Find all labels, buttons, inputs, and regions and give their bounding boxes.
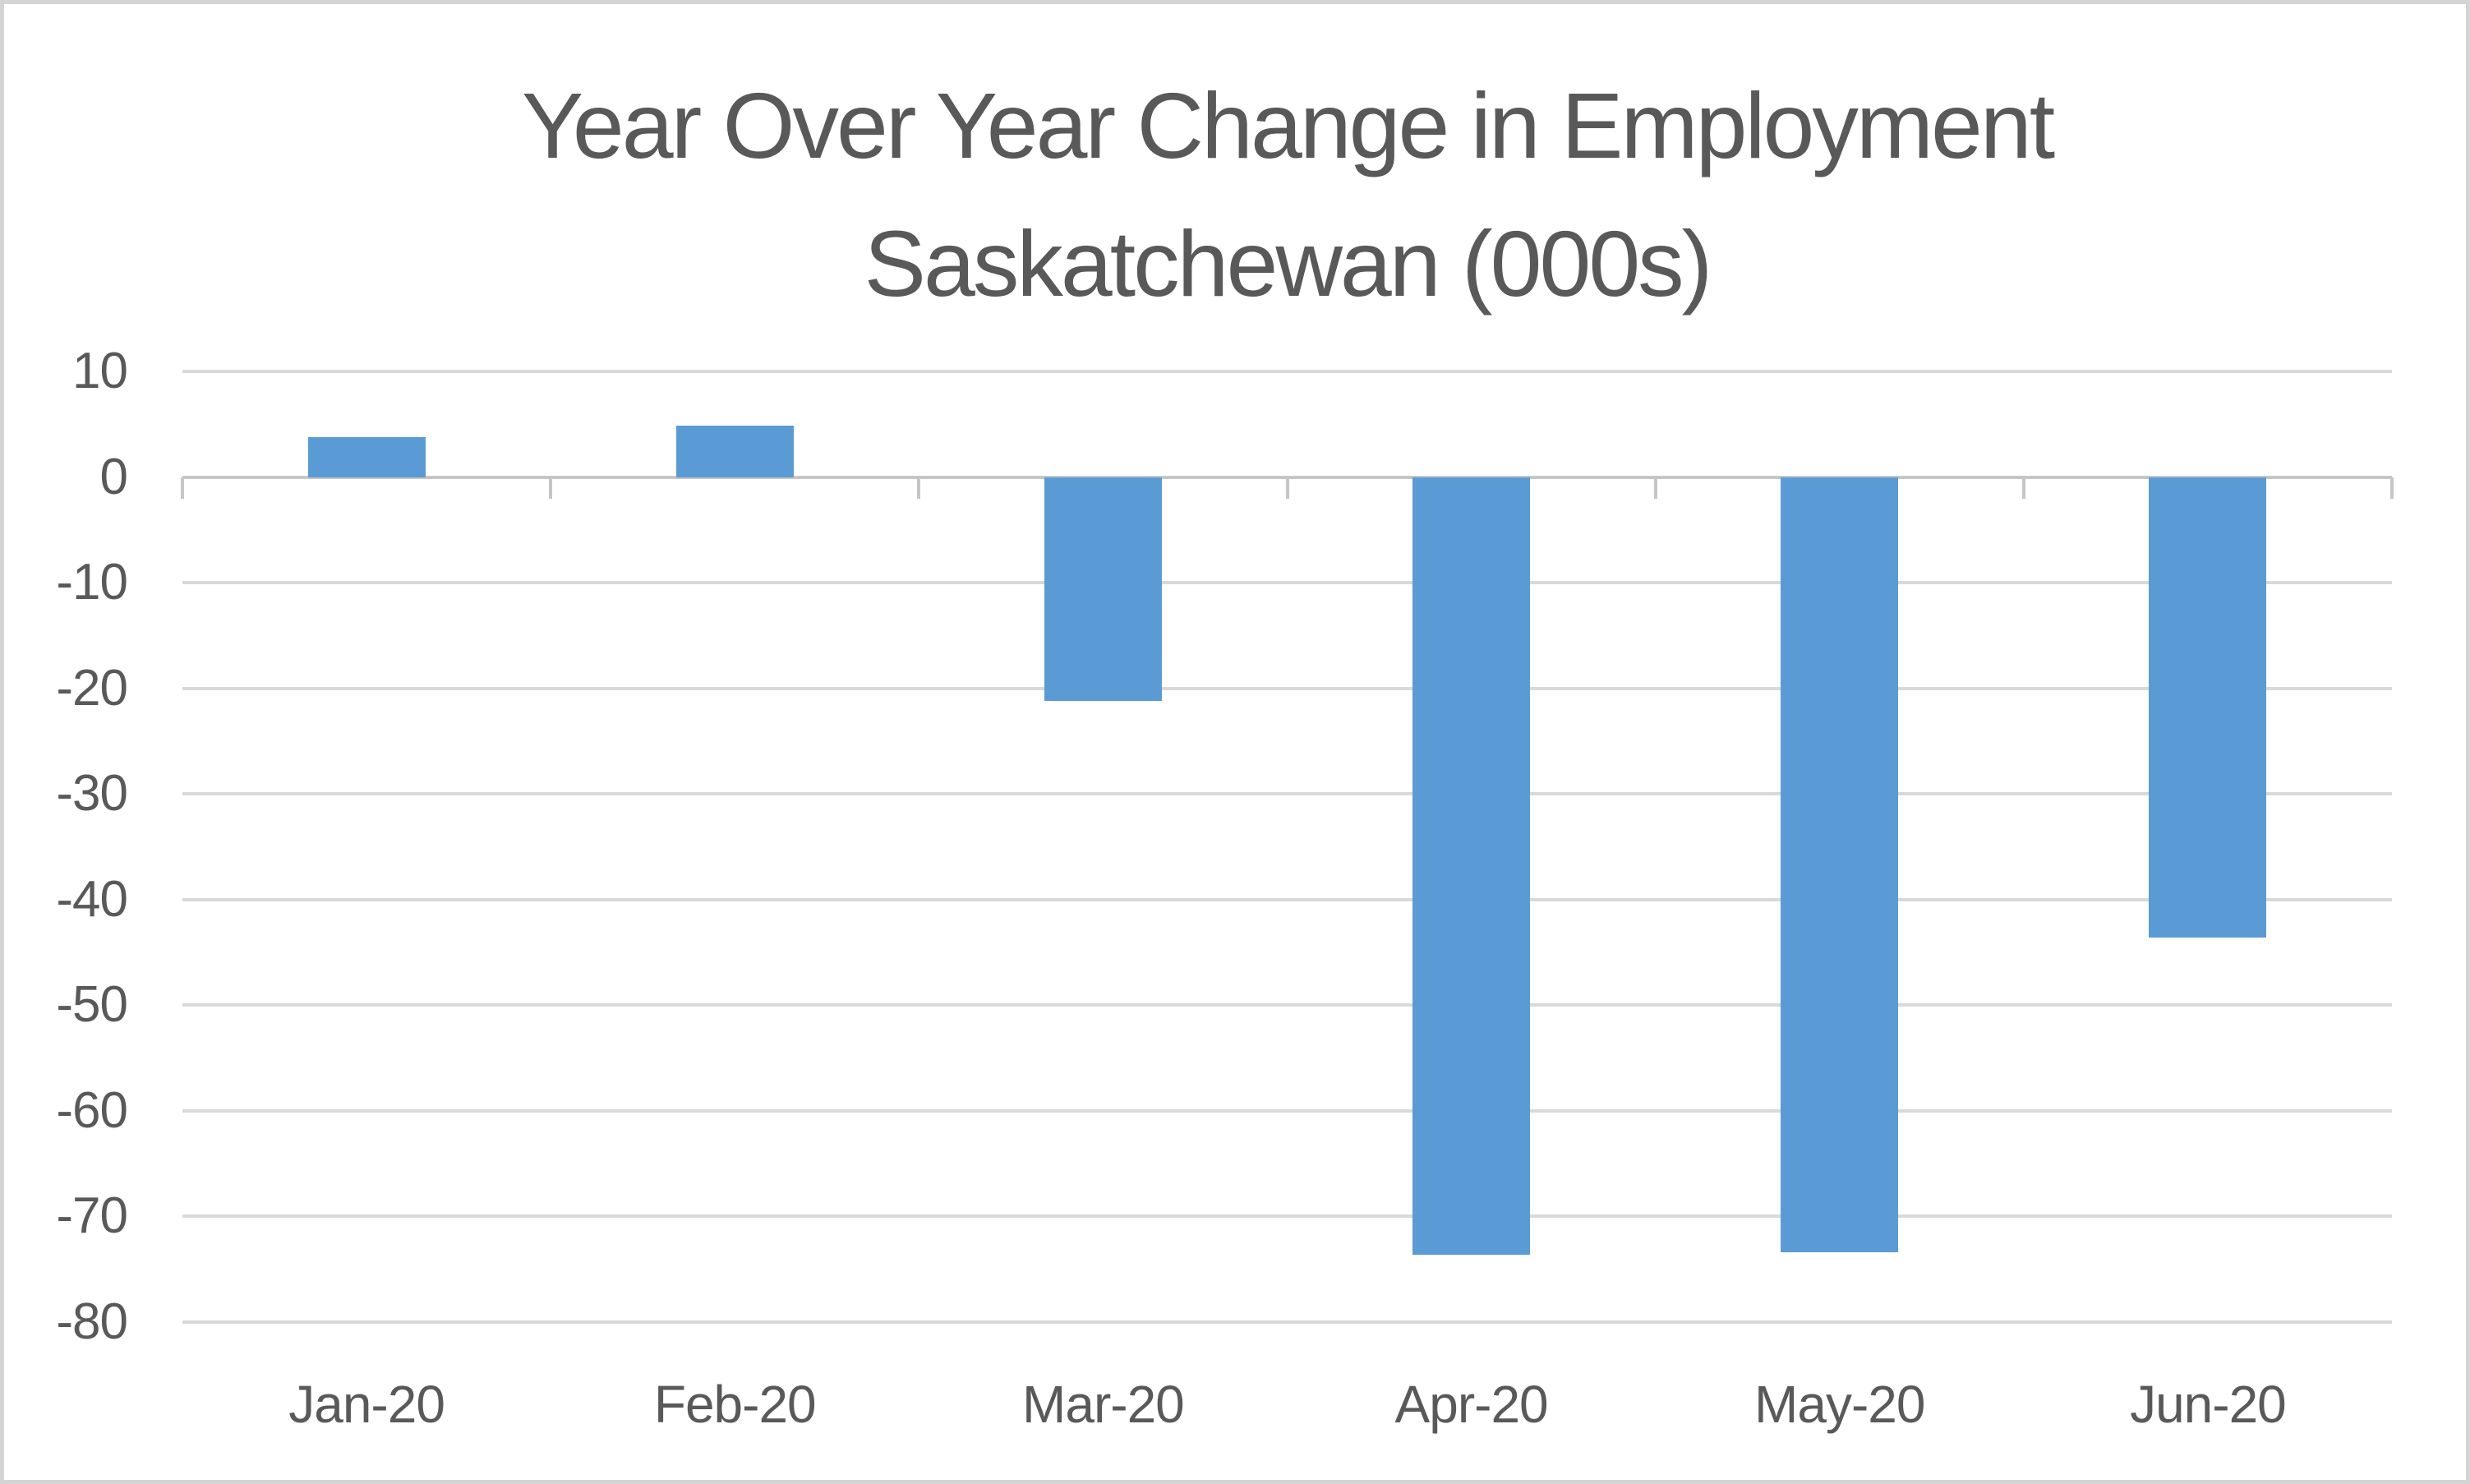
chart-title: Year Over Year Change in Employment Sask…: [182, 57, 2392, 333]
y-axis-label-10: 10: [72, 343, 128, 399]
bar-Feb-20: [675, 425, 794, 477]
x-axis-tick: [917, 477, 921, 499]
y-axis-label--10: -10: [56, 554, 128, 611]
y-axis-label--50: -50: [56, 976, 128, 1034]
x-axis-label-Mar-20: Mar-20: [1022, 1375, 1185, 1434]
x-axis-tick: [2021, 477, 2025, 499]
y-axis-label--20: -20: [56, 659, 128, 717]
gridline--20: [182, 686, 2392, 690]
x-axis-label-May-20: May-20: [1754, 1375, 1925, 1434]
bar-Jun-20: [2149, 477, 2267, 938]
y-axis-label--30: -30: [56, 765, 128, 823]
bar-Jan-20: [307, 436, 426, 477]
x-axis-tick: [1653, 477, 1657, 499]
x-axis-tick: [181, 477, 184, 499]
gridline--30: [182, 792, 2392, 796]
chart-title-line2: Saskatchewan (000s): [864, 212, 1713, 316]
gridline--50: [182, 1003, 2392, 1007]
bar-Apr-20: [1412, 477, 1531, 1255]
y-axis-label--60: -60: [56, 1081, 128, 1139]
gridline--80: [182, 1320, 2392, 1324]
y-axis-label--80: -80: [56, 1293, 128, 1350]
x-axis-label-Jun-20: Jun-20: [2130, 1375, 2287, 1434]
x-axis-tick: [549, 477, 553, 499]
chart-title-line1: Year Over Year Change in Employment: [521, 74, 2055, 177]
gridline--60: [182, 1108, 2392, 1113]
x-axis-label-Apr-20: Apr-20: [1394, 1375, 1549, 1434]
gridline--40: [182, 897, 2392, 901]
gridline--70: [182, 1214, 2392, 1219]
x-axis-tick: [2390, 477, 2394, 499]
x-axis-label-Feb-20: Feb-20: [653, 1375, 817, 1434]
x-axis-label-Jan-20: Jan-20: [288, 1375, 445, 1434]
y-axis-label--70: -70: [56, 1187, 128, 1245]
x-axis-tick: [1285, 477, 1289, 499]
y-axis-label--40: -40: [56, 870, 128, 928]
gridline--10: [182, 581, 2392, 585]
bar-Mar-20: [1044, 477, 1162, 702]
y-axis-label-0: 0: [99, 448, 128, 505]
gridline-10: [182, 370, 2392, 373]
bar-May-20: [1781, 477, 1899, 1253]
